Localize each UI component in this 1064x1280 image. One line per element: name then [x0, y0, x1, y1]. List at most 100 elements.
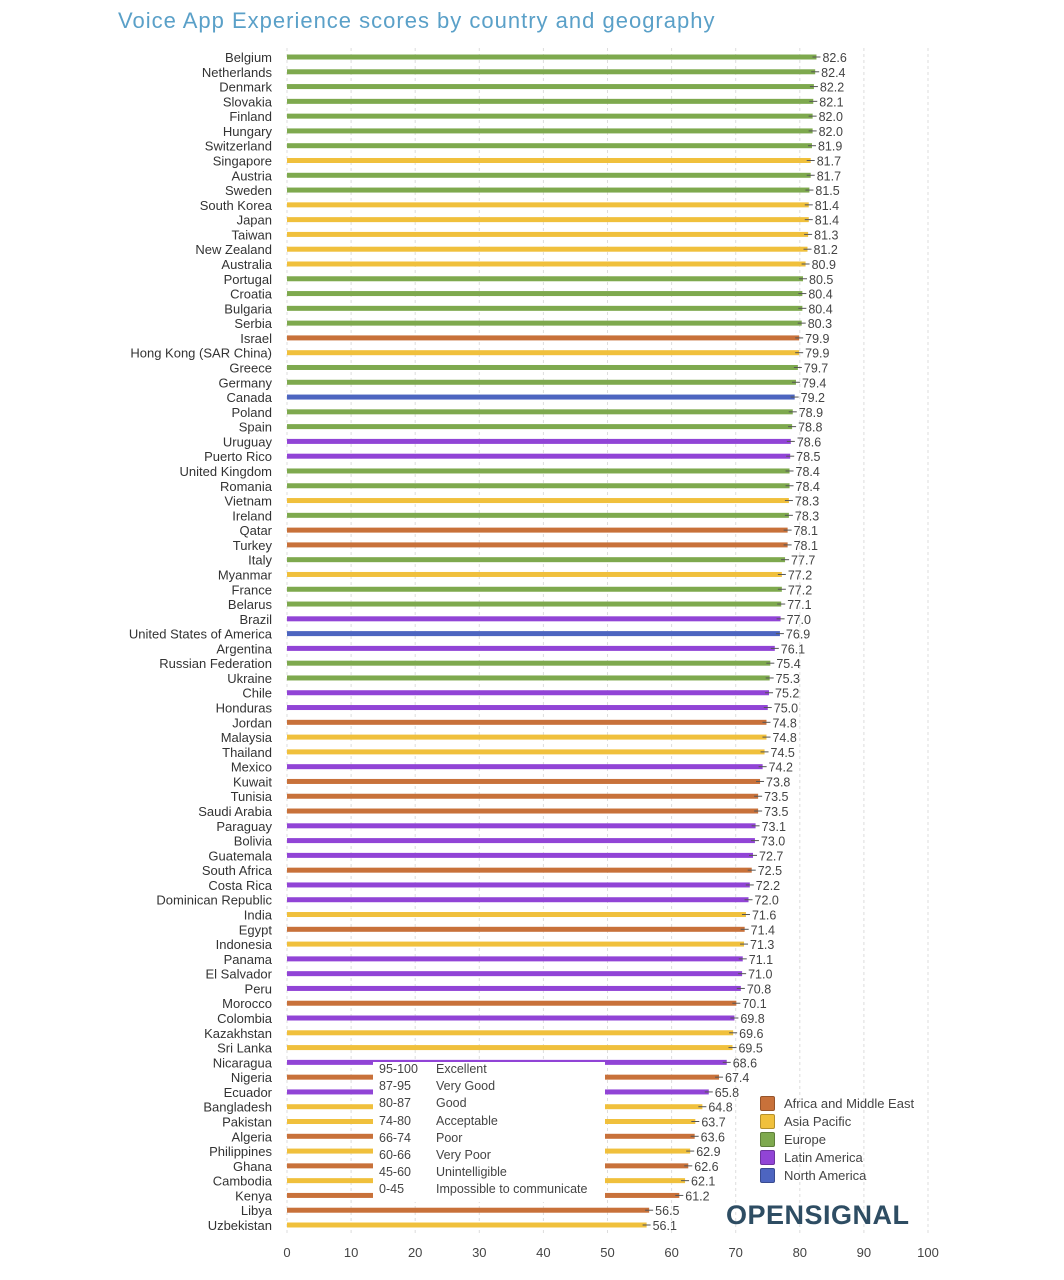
- legend-swatch: [760, 1113, 775, 1129]
- bar: [287, 113, 813, 119]
- category-label: Mexico: [231, 760, 272, 775]
- grade-row: 45-60 Unintelligible: [373, 1165, 605, 1182]
- data-label: 73.8: [766, 775, 790, 789]
- category-label: Switzerland: [205, 139, 272, 154]
- data-label: 72.0: [755, 894, 779, 908]
- category-label: Puerto Rico: [204, 449, 272, 464]
- bar: [287, 231, 809, 237]
- bar: [287, 882, 750, 888]
- bar: [287, 291, 803, 297]
- data-label: 81.5: [815, 184, 839, 198]
- data-label: 75.4: [776, 657, 800, 671]
- grade-row: 60-66 Very Poor: [373, 1148, 605, 1165]
- grade-text: 45-60: [379, 1165, 411, 1180]
- bar: [287, 645, 775, 651]
- data-label: 69.6: [739, 1027, 763, 1041]
- category-label: Argentina: [216, 641, 272, 656]
- category-label: Sweden: [225, 183, 272, 198]
- grade-text: Impossible to communicate: [436, 1182, 588, 1197]
- category-label: Croatia: [230, 287, 273, 302]
- data-label: 82.1: [819, 95, 843, 109]
- bar: [287, 1015, 735, 1021]
- category-label: Nicaragua: [213, 1055, 273, 1070]
- bar: [287, 438, 791, 444]
- grade-row: 87-95 Very Good: [373, 1079, 605, 1096]
- category-label: Bolivia: [234, 834, 273, 849]
- bar: [287, 1045, 733, 1051]
- bar: [287, 808, 759, 814]
- bar: [287, 98, 814, 104]
- data-label: 74.8: [772, 716, 796, 730]
- legend-swatch: [760, 1131, 775, 1147]
- legend-label: Africa and Middle East: [784, 1095, 915, 1111]
- bar: [287, 143, 812, 149]
- data-label: 74.8: [772, 731, 796, 745]
- data-label: 79.2: [801, 391, 825, 405]
- category-label: Vietnam: [225, 494, 272, 509]
- grade-row: 66-74 Poor: [373, 1131, 605, 1148]
- data-label: 78.6: [797, 435, 821, 449]
- category-label: Saudi Arabia: [198, 804, 272, 819]
- grade-text: 95-100: [379, 1062, 418, 1076]
- data-label: 78.3: [795, 509, 819, 523]
- data-label: 69.5: [738, 1042, 762, 1056]
- data-label: 77.2: [788, 583, 812, 597]
- category-label: Australia: [221, 257, 272, 272]
- data-label: 69.8: [740, 1012, 764, 1026]
- grade-text: Very Poor: [436, 1147, 491, 1162]
- bar: [287, 616, 781, 622]
- data-label: 79.9: [805, 332, 829, 346]
- category-label: United States of America: [129, 627, 273, 642]
- legend-entry: Europe: [760, 1130, 914, 1148]
- grade-text: Poor: [436, 1130, 463, 1145]
- bar: [287, 453, 791, 459]
- category-label: Costa Rica: [208, 878, 272, 893]
- data-label: 68.6: [733, 1056, 757, 1070]
- category-label: Germany: [219, 375, 273, 390]
- category-label: Malaysia: [221, 730, 273, 745]
- data-label: 78.1: [794, 539, 818, 553]
- bar: [287, 512, 789, 518]
- bar: [287, 1207, 650, 1213]
- bar: [287, 823, 756, 829]
- data-label: 73.5: [764, 790, 788, 804]
- category-label: Chile: [242, 686, 272, 701]
- bar: [287, 971, 743, 977]
- bar: [287, 941, 745, 947]
- legend-entry: Latin America: [760, 1148, 914, 1166]
- category-label: Ecuador: [224, 1085, 273, 1100]
- bar: [287, 217, 809, 223]
- data-label: 62.1: [691, 1175, 715, 1189]
- grade-row: 95-100 Excellent: [373, 1062, 605, 1079]
- data-label: 65.8: [715, 1086, 739, 1100]
- grade-text: Excellent: [436, 1062, 487, 1076]
- data-label: 75.3: [776, 672, 800, 686]
- data-label: 81.3: [814, 228, 838, 242]
- category-label: Austria: [232, 168, 273, 183]
- x-tick-label: 20: [408, 1245, 422, 1260]
- bar: [287, 54, 817, 60]
- grade-text: Good: [436, 1096, 467, 1111]
- bar: [287, 157, 811, 163]
- category-label: Peru: [245, 981, 272, 996]
- chart-title: Voice App Experience scores by country a…: [118, 8, 716, 33]
- category-label: Morocco: [222, 996, 272, 1011]
- category-label: Panama: [224, 952, 273, 967]
- category-label: Ghana: [233, 1159, 273, 1174]
- data-label: 81.7: [817, 169, 841, 183]
- category-label: Israel: [240, 331, 272, 346]
- category-label: Kuwait: [233, 774, 272, 789]
- grade-row: 80-87 Good: [373, 1096, 605, 1113]
- bar: [287, 527, 788, 533]
- category-label: Myanmar: [218, 567, 273, 582]
- category-label: Bulgaria: [224, 301, 272, 316]
- bar: [287, 350, 800, 356]
- bar: [287, 172, 811, 178]
- grade-text: 60-66: [379, 1147, 411, 1162]
- category-label: Egypt: [239, 922, 273, 937]
- bar: [287, 749, 765, 755]
- data-label: 80.5: [809, 273, 833, 287]
- data-label: 80.4: [808, 302, 832, 316]
- data-label: 80.3: [808, 317, 832, 331]
- grade-text: 87-95: [379, 1079, 411, 1094]
